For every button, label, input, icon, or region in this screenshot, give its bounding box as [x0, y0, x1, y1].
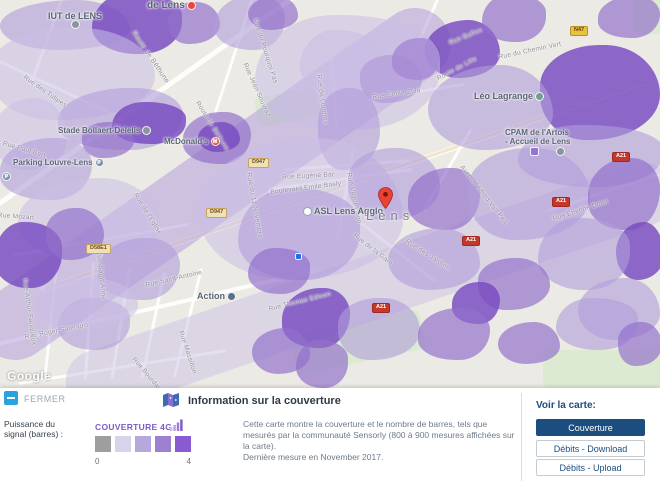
coverage-blob	[296, 340, 348, 388]
poi-icon[interactable]	[554, 147, 565, 156]
poi-icon[interactable]	[69, 20, 80, 29]
map-pin[interactable]	[378, 187, 393, 214]
signal-bars-icon	[170, 418, 183, 436]
info-title: Information sur la couverture	[188, 395, 341, 407]
coverage-blob	[418, 308, 490, 360]
red-m-poi-icon: M	[210, 137, 220, 146]
city-label: Lens	[366, 208, 415, 223]
coverage-blob	[540, 45, 660, 140]
info-body-date: Dernière mesure en November 2017.	[243, 452, 384, 462]
map-info-icon	[163, 393, 179, 412]
poi-label: CPAM de l'Artois - Accueil de Lens	[505, 128, 571, 146]
poi-parking-louvre-lens[interactable]: Parking Louvre-Lens P	[13, 158, 104, 167]
gray-poi-icon	[142, 126, 152, 135]
coverage-blob	[618, 322, 660, 366]
road-shield: A21	[372, 303, 391, 313]
road-shield: N47	[570, 26, 589, 36]
map-type-title: Voir la carte:	[536, 400, 596, 411]
poi-label: IUT de LENS	[48, 11, 103, 21]
poi-label: ASL Lens Agglo	[314, 206, 384, 216]
road-shield: D947	[206, 208, 228, 218]
panel-divider	[521, 393, 522, 481]
poi-iut-de-lens[interactable]: IUT de LENS	[48, 11, 102, 21]
coverage-blob	[498, 322, 560, 364]
red-poi-icon	[186, 1, 196, 10]
poi-icon[interactable]: P	[0, 172, 11, 181]
white-poi-icon	[303, 206, 312, 216]
teal-poi-icon	[535, 91, 545, 101]
legend-title: COUVERTURE 4G	[95, 422, 173, 432]
debits-download-button[interactable]: Débits - Download	[536, 440, 645, 457]
coverage-blob	[198, 122, 240, 152]
coverage-blob	[82, 122, 134, 158]
poi-label: Action	[197, 291, 225, 301]
coverage-blob	[482, 0, 546, 42]
road-shield: D947	[248, 158, 270, 168]
road-shield: A21	[612, 152, 631, 162]
fermer-label: FERMER	[24, 394, 66, 404]
road-shield: A21	[462, 236, 481, 246]
poi-asl-lens-agglo[interactable]: ASL Lens Agglo	[303, 206, 383, 216]
poi-mcdonald-s[interactable]: McDonald's M	[164, 137, 220, 146]
map-canvas[interactable]: Route de Béthune Rue des Tulipes Route de …	[0, 0, 660, 392]
poi-action[interactable]: Action	[197, 291, 236, 301]
coverage-blob	[588, 158, 660, 230]
google-watermark: Google	[7, 369, 52, 383]
poi-label: Parking Louvre-Lens	[13, 158, 93, 167]
legend-swatches	[95, 436, 191, 452]
gray-poi-icon	[71, 20, 80, 29]
blue-mini-poi-icon	[295, 253, 302, 260]
poi-icon[interactable]	[528, 147, 539, 156]
purple-sq-poi-icon	[530, 147, 539, 156]
coverage-blob	[598, 0, 660, 38]
gray-poi-icon	[556, 147, 565, 156]
poi-label: de Lens	[147, 0, 185, 11]
road-shield: A21	[552, 197, 571, 207]
legend-swatch	[135, 436, 151, 452]
street-label: Rue du Chemin Vert	[498, 40, 562, 61]
road-shield: D58E1	[86, 244, 111, 254]
street-label: Rue Mozart	[0, 212, 35, 222]
poi-l-o-lagrange[interactable]: Léo Lagrange	[474, 91, 545, 101]
legend-scale: 0 4	[95, 457, 191, 466]
debits-upload-button[interactable]: Débits - Upload	[536, 459, 645, 476]
info-body: Cette carte montre la couverture et le n…	[243, 419, 515, 463]
info-body-line: Cette carte montre la couverture et le n…	[243, 419, 515, 451]
couverture-button[interactable]: Couverture	[536, 419, 645, 436]
poi-de-lens[interactable]: de Lens	[147, 0, 196, 11]
poi-cpam-de-l-artois-accueil-de-lens[interactable]: CPAM de l'Artois - Accueil de Lens	[505, 128, 571, 146]
poi-label: McDonald's	[164, 137, 209, 146]
poi-stade-bollaert-delelis[interactable]: Stade Bollaert-Delelis	[58, 126, 152, 135]
coverage-blob	[36, 278, 138, 330]
legend-scale-max: 4	[186, 457, 191, 466]
info-panel: FERMER Puissance du signal (barres) : CO…	[0, 388, 660, 488]
coverage-blob	[428, 65, 553, 150]
poi-label: Léo Lagrange	[474, 91, 534, 101]
legend-swatch	[95, 436, 111, 452]
legend-swatch	[175, 436, 191, 452]
signal-strength-label: Puissance du signal (barres) :	[4, 419, 64, 439]
legend-scale-min: 0	[95, 457, 100, 466]
legend-swatch	[115, 436, 131, 452]
poi-label: Stade Bollaert-Delelis	[58, 126, 141, 135]
bag-poi-icon	[227, 291, 236, 301]
poi-icon[interactable]	[293, 253, 302, 260]
collapse-button[interactable]	[4, 391, 18, 405]
parking-poi-icon: P	[94, 158, 104, 167]
parking-poi-icon: P	[2, 172, 11, 181]
legend-swatch	[155, 436, 171, 452]
